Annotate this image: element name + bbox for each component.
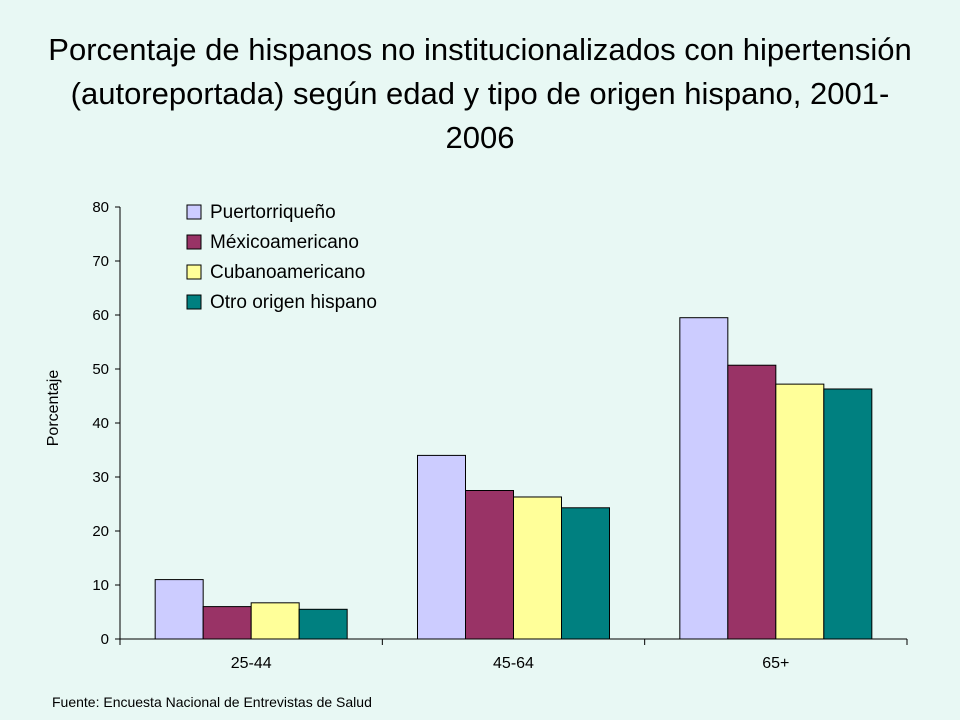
y-axis-label: Porcentaje [45,370,62,447]
legend-swatch [186,204,202,220]
legend-label: Otro origen hispano [210,292,377,313]
legend-label: Puertorriqueño [210,202,336,223]
y-tick-label: 80 [92,199,109,216]
y-tick-label: 70 [92,253,109,270]
source-note: Fuente: Encuesta Nacional de Entrevistas… [52,694,372,710]
bar-3-65+ [775,383,825,640]
bar-2-65+ [727,364,777,640]
y-tick-label: 10 [92,577,109,594]
bar-4-65+ [823,388,873,640]
x-tick-label: 45-64 [493,655,534,672]
y-tick-label: 40 [92,415,109,432]
y-tick-label: 0 [101,631,109,648]
chart-bars [154,317,873,640]
y-tick-label: 30 [92,469,109,486]
bar-1-65+ [679,317,729,640]
chart-title: Porcentaje de hispanos no institucionali… [48,32,912,155]
bar-2-45-64 [465,490,514,640]
legend-swatch [186,264,202,280]
x-tick-label: 25-44 [231,655,272,672]
bar-4-45-64 [561,507,610,640]
legend-label: Méxicoamericano [210,232,359,253]
legend-swatch [186,234,202,250]
x-tick-label: 65+ [762,655,789,672]
bar-4-25-44 [298,608,348,640]
bar-3-25-44 [250,602,300,640]
bar-chart: Porcentaje 0 10 20 30 40 50 60 70 80 25-44 45-64 65… [45,199,908,672]
y-tick-label: 20 [92,523,109,540]
legend-label: Cubanoamericano [210,262,365,283]
y-tick-label: 50 [92,361,109,378]
bar-3-45-64 [513,496,562,640]
chart-legend: Puertorriqueño Méxicoamericano Cubanoameri… [186,202,377,313]
bar-1-45-64 [417,454,466,640]
y-tick-label: 60 [92,307,109,324]
bar-2-25-44 [202,606,252,640]
legend-swatch [186,294,202,310]
bar-1-25-44 [154,579,204,640]
